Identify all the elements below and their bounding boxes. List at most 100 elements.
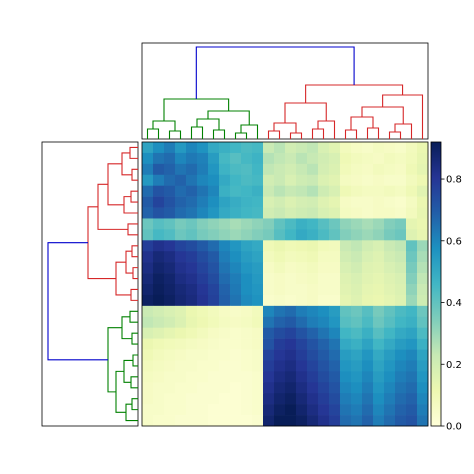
heatmap-cell [274, 294, 286, 307]
heatmap-cell [197, 371, 209, 383]
heatmap-cell [307, 382, 319, 394]
heatmap-cell [230, 240, 242, 252]
heatmap-cell [274, 218, 286, 230]
heatmap-cell [329, 273, 341, 285]
heatmap-cell [186, 284, 198, 296]
heatmap-cell [417, 284, 429, 296]
heatmap-cell [164, 185, 176, 197]
heatmap-cell [406, 251, 418, 263]
heatmap-cell [362, 240, 374, 252]
heatmap-cell [219, 196, 231, 208]
heatmap-cell [230, 327, 242, 339]
heatmap-cell [384, 284, 396, 296]
heatmap-cell [164, 360, 176, 372]
heatmap-cell [340, 371, 352, 383]
heatmap-cell [197, 185, 209, 197]
heatmap-cell [340, 152, 352, 165]
heatmap-cell [241, 338, 253, 350]
heatmap-cell [340, 185, 352, 197]
heatmap-cell [285, 360, 297, 372]
heatmap-cell [230, 207, 242, 219]
heatmap-cell [395, 294, 407, 307]
heatmap-cell [373, 218, 385, 230]
heatmap-cell [230, 371, 242, 383]
heatmap-cell [164, 316, 176, 328]
heatmap-cell [384, 404, 396, 416]
heatmap-cell [263, 393, 275, 405]
heatmap-cell [274, 382, 286, 394]
heatmap-cell [208, 349, 220, 361]
heatmap-cell [340, 349, 352, 361]
heatmap-cell [406, 316, 418, 328]
heatmap-cell [285, 196, 297, 208]
heatmap-cell [164, 404, 176, 416]
heatmap-cell [362, 327, 374, 339]
heatmap-cell [362, 142, 374, 154]
heatmap-cell [340, 360, 352, 372]
heatmap-cell [230, 316, 242, 328]
heatmap-cell [219, 174, 231, 186]
heatmap-cell [307, 371, 319, 383]
heatmap-cell [252, 152, 264, 165]
heatmap-cell [384, 152, 396, 165]
heatmap-cell [406, 371, 418, 383]
heatmap-cell [285, 229, 297, 241]
colorbar-tick-label: 0.4 [446, 298, 462, 309]
heatmap-cell [351, 273, 363, 285]
heatmap-cell [417, 207, 429, 219]
heatmap-cell [395, 360, 407, 372]
heatmap-cell [373, 262, 385, 274]
heatmap-cell [318, 207, 330, 219]
heatmap-cell [285, 240, 297, 252]
heatmap-cell [175, 185, 187, 197]
heatmap-cell [351, 185, 363, 197]
heatmap-cell [329, 229, 341, 241]
heatmap-cell [384, 262, 396, 274]
heatmap-cell [142, 338, 154, 350]
heatmap-cell [340, 316, 352, 328]
heatmap-cell [285, 305, 297, 318]
heatmap-cell [252, 196, 264, 208]
heatmap-cell [362, 262, 374, 274]
heatmap-cell [351, 382, 363, 394]
heatmap-cell [384, 196, 396, 208]
heatmap-cell [142, 316, 154, 328]
heatmap-cell [373, 360, 385, 372]
heatmap-cell [351, 393, 363, 405]
heatmap-cell [340, 284, 352, 296]
heatmap-cell [329, 240, 341, 252]
heatmap-cell [197, 393, 209, 405]
heatmap-cell [263, 229, 275, 241]
heatmap-cell [252, 207, 264, 219]
heatmap-cell [296, 327, 308, 339]
heatmap-cell [142, 393, 154, 405]
heatmap-cell [219, 251, 231, 263]
heatmap-cell [318, 415, 330, 427]
heatmap-cell [362, 305, 374, 318]
heatmap-cell [362, 251, 374, 263]
heatmap-cell [219, 262, 231, 274]
heatmap-cell [318, 371, 330, 383]
heatmap-cell [230, 262, 242, 274]
heatmap-cell [395, 218, 407, 230]
heatmap-cell [395, 251, 407, 263]
heatmap-cell [175, 152, 187, 165]
heatmap-cell [153, 294, 165, 307]
heatmap-cell [186, 338, 198, 350]
heatmap-cell [307, 360, 319, 372]
heatmap-cell [153, 404, 165, 416]
heatmap-cell [384, 273, 396, 285]
heatmap-cell [153, 327, 165, 339]
heatmap-cell [219, 371, 231, 383]
heatmap-cell [274, 404, 286, 416]
heatmap-cell [417, 262, 429, 274]
heatmap-cell [285, 142, 297, 154]
heatmap-cell [208, 218, 220, 230]
heatmap-cell [164, 305, 176, 318]
heatmap-cell [241, 174, 253, 186]
heatmap-cell [307, 240, 319, 252]
heatmap-cell [340, 393, 352, 405]
heatmap-cell [318, 349, 330, 361]
heatmap-cell [252, 142, 264, 154]
heatmap-cell [219, 360, 231, 372]
